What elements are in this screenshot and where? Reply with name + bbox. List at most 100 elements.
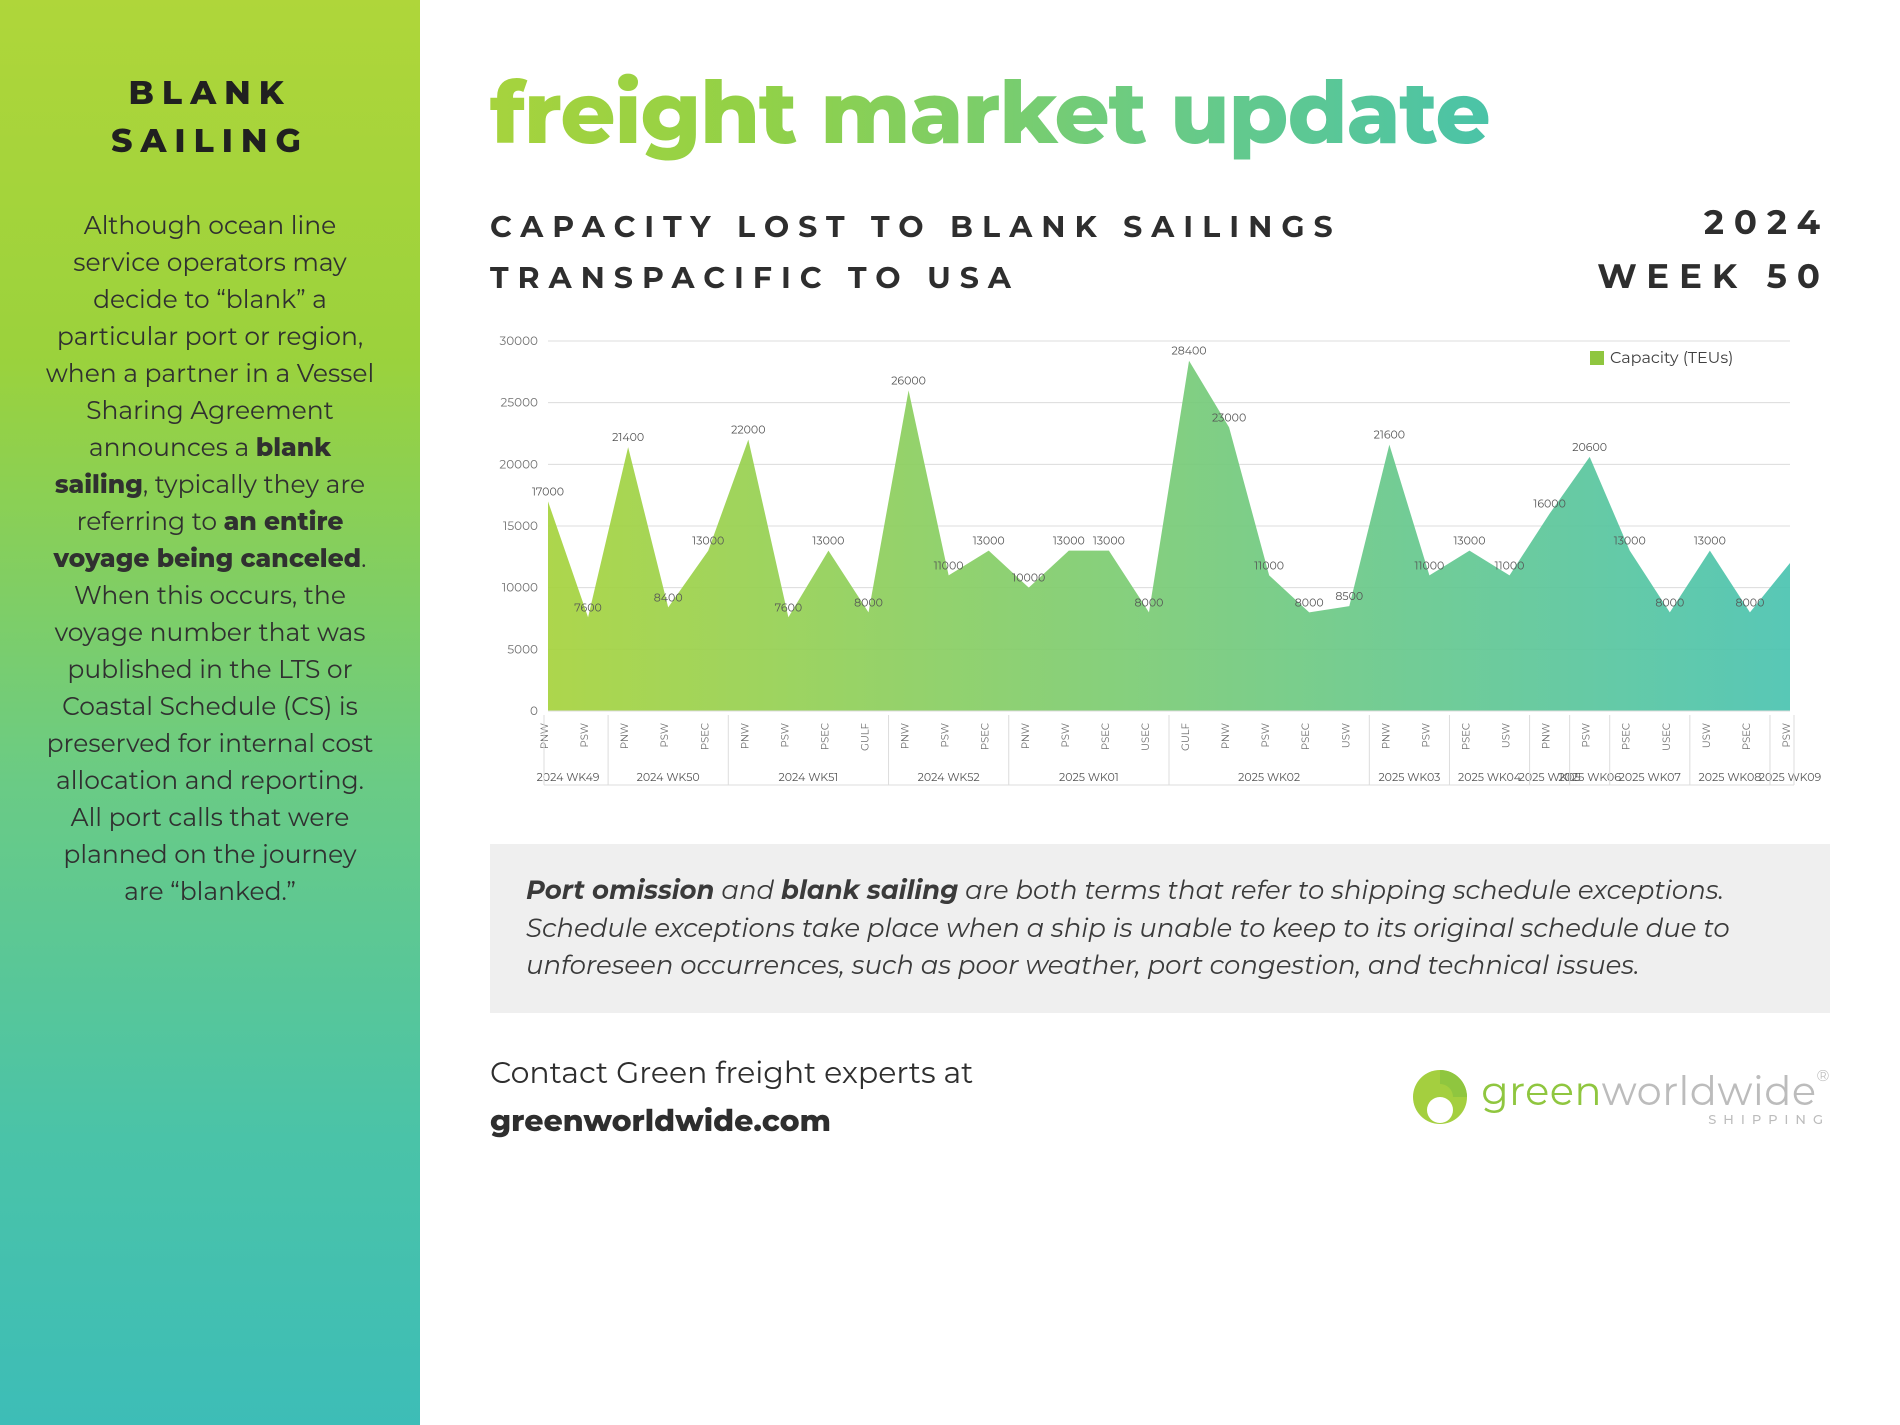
- svg-text:13000: 13000: [1093, 534, 1125, 548]
- svg-text:Capacity (TEUs): Capacity (TEUs): [1610, 349, 1733, 368]
- main-panel: freight market update CAPACITY LOST TO B…: [420, 0, 1900, 1425]
- svg-text:25000: 25000: [501, 396, 538, 411]
- svg-text:8000: 8000: [854, 595, 883, 609]
- svg-text:8000: 8000: [1655, 595, 1684, 609]
- chart-subtitle: CAPACITY LOST TO BLANK SAILINGS TRANSPAC…: [490, 201, 1390, 303]
- year-label: 2024: [1597, 201, 1830, 243]
- svg-text:2025 WK02: 2025 WK02: [1238, 770, 1300, 784]
- svg-text:PSEC: PSEC: [1459, 723, 1472, 750]
- svg-text:2025 WK03: 2025 WK03: [1378, 770, 1440, 784]
- svg-text:13000: 13000: [973, 534, 1005, 548]
- svg-text:13000: 13000: [692, 534, 724, 548]
- svg-text:PSEC: PSEC: [818, 723, 831, 750]
- svg-text:PSW: PSW: [939, 723, 952, 747]
- svg-text:USEC: USEC: [1139, 723, 1152, 751]
- contact-line2: greenworldwide.com: [490, 1097, 973, 1145]
- svg-text:13000: 13000: [1694, 534, 1726, 548]
- svg-text:22000: 22000: [731, 423, 765, 437]
- svg-text:2025 WK01: 2025 WK01: [1059, 770, 1119, 784]
- logo-word-rest: worldwide: [1602, 1067, 1817, 1116]
- svg-text:PSW: PSW: [1419, 723, 1432, 747]
- svg-text:8400: 8400: [654, 590, 683, 604]
- svg-text:2025 WK08: 2025 WK08: [1698, 770, 1761, 784]
- svg-text:11000: 11000: [1495, 558, 1525, 572]
- svg-text:PSEC: PSEC: [698, 723, 711, 750]
- note-box: Port omission and blank sailing are both…: [490, 844, 1830, 1013]
- svg-text:2025 WK06: 2025 WK06: [1558, 770, 1621, 784]
- svg-text:PSEC: PSEC: [1299, 723, 1312, 750]
- svg-text:PSW: PSW: [1259, 723, 1272, 747]
- svg-text:PSW: PSW: [658, 723, 671, 747]
- svg-text:28400: 28400: [1171, 344, 1206, 358]
- svg-text:11000: 11000: [1415, 558, 1445, 572]
- svg-text:10000: 10000: [502, 581, 538, 596]
- logo-registered-icon: ®: [1817, 1067, 1830, 1086]
- svg-text:2024 WK52: 2024 WK52: [918, 770, 980, 784]
- capacity-chart: 0 5000 10000 15000 20000 25000 30000 17000 7600 2…: [490, 331, 1830, 816]
- svg-text:PSW: PSW: [778, 723, 791, 747]
- svg-text:8500: 8500: [1335, 589, 1363, 603]
- svg-text:11000: 11000: [1254, 558, 1284, 572]
- svg-text:2024 WK49: 2024 WK49: [537, 770, 600, 784]
- svg-text:PNW: PNW: [618, 723, 631, 749]
- svg-text:13000: 13000: [1453, 534, 1485, 548]
- svg-text:PNW: PNW: [899, 723, 912, 749]
- logo-icon: [1411, 1068, 1469, 1126]
- logo-text: greenworldwide® SHIPPING: [1481, 1067, 1830, 1128]
- svg-text:PNW: PNW: [1219, 723, 1232, 749]
- svg-text:PSEC: PSEC: [1099, 723, 1112, 750]
- svg-text:PNW: PNW: [1379, 723, 1392, 749]
- svg-text:USW: USW: [1500, 723, 1513, 748]
- svg-text:2025 WK09: 2025 WK09: [1759, 770, 1822, 784]
- svg-text:11000: 11000: [934, 558, 964, 572]
- svg-text:USEC: USEC: [1660, 723, 1673, 751]
- svg-text:23000: 23000: [1212, 410, 1246, 424]
- area-chart-svg: 0 5000 10000 15000 20000 25000 30000 17000 7600 2…: [490, 331, 1830, 811]
- svg-text:13000: 13000: [812, 534, 844, 548]
- svg-text:2025 WK07: 2025 WK07: [1619, 770, 1681, 784]
- svg-text:5000: 5000: [507, 642, 538, 657]
- sidebar: BLANK SAILING Although ocean line servic…: [0, 0, 420, 1425]
- svg-text:GULF: GULF: [859, 723, 872, 751]
- svg-text:17000: 17000: [532, 484, 564, 498]
- svg-text:PNW: PNW: [1019, 723, 1032, 749]
- svg-text:PSEC: PSEC: [979, 723, 992, 750]
- week-label: WEEK 50: [1597, 255, 1830, 297]
- svg-text:21600: 21600: [1374, 428, 1405, 442]
- svg-text:2024 WK51: 2024 WK51: [779, 770, 839, 784]
- svg-text:8000: 8000: [1735, 595, 1764, 609]
- svg-text:PSW: PSW: [1059, 723, 1072, 747]
- svg-text:7600: 7600: [775, 600, 803, 614]
- svg-text:20000: 20000: [499, 457, 538, 472]
- svg-text:PSW: PSW: [1780, 723, 1793, 747]
- svg-text:13000: 13000: [1053, 534, 1085, 548]
- svg-text:26000: 26000: [891, 373, 926, 387]
- svg-text:21400: 21400: [612, 430, 644, 444]
- svg-text:2024 WK50: 2024 WK50: [637, 770, 700, 784]
- svg-text:7600: 7600: [574, 600, 602, 614]
- svg-text:USW: USW: [1700, 723, 1713, 748]
- page-title: freight market update: [490, 60, 1830, 165]
- footer: Contact Green freight experts at greenwo…: [490, 1049, 1830, 1145]
- svg-text:PSEC: PSEC: [1740, 723, 1753, 750]
- svg-text:GULF: GULF: [1179, 723, 1192, 751]
- svg-text:20600: 20600: [1572, 440, 1607, 454]
- svg-text:13000: 13000: [1614, 534, 1646, 548]
- svg-text:15000: 15000: [503, 519, 538, 534]
- svg-text:PSW: PSW: [1580, 723, 1593, 747]
- period-block: 2024 WEEK 50: [1597, 201, 1830, 303]
- svg-text:PSW: PSW: [578, 723, 591, 747]
- svg-text:30000: 30000: [499, 334, 538, 349]
- svg-text:8000: 8000: [1295, 595, 1324, 609]
- contact-line1: Contact Green freight experts at: [490, 1049, 973, 1097]
- logo-word-green: green: [1481, 1067, 1601, 1116]
- sidebar-heading: BLANK SAILING: [44, 70, 376, 166]
- svg-text:10000: 10000: [1012, 571, 1045, 585]
- svg-text:0: 0: [530, 704, 538, 719]
- brand-logo: greenworldwide® SHIPPING: [1411, 1067, 1830, 1128]
- contact-block: Contact Green freight experts at greenwo…: [490, 1049, 973, 1145]
- svg-text:PNW: PNW: [738, 723, 751, 749]
- svg-text:8000: 8000: [1135, 595, 1164, 609]
- svg-text:PSEC: PSEC: [1620, 723, 1633, 750]
- svg-text:PNW: PNW: [1540, 723, 1553, 749]
